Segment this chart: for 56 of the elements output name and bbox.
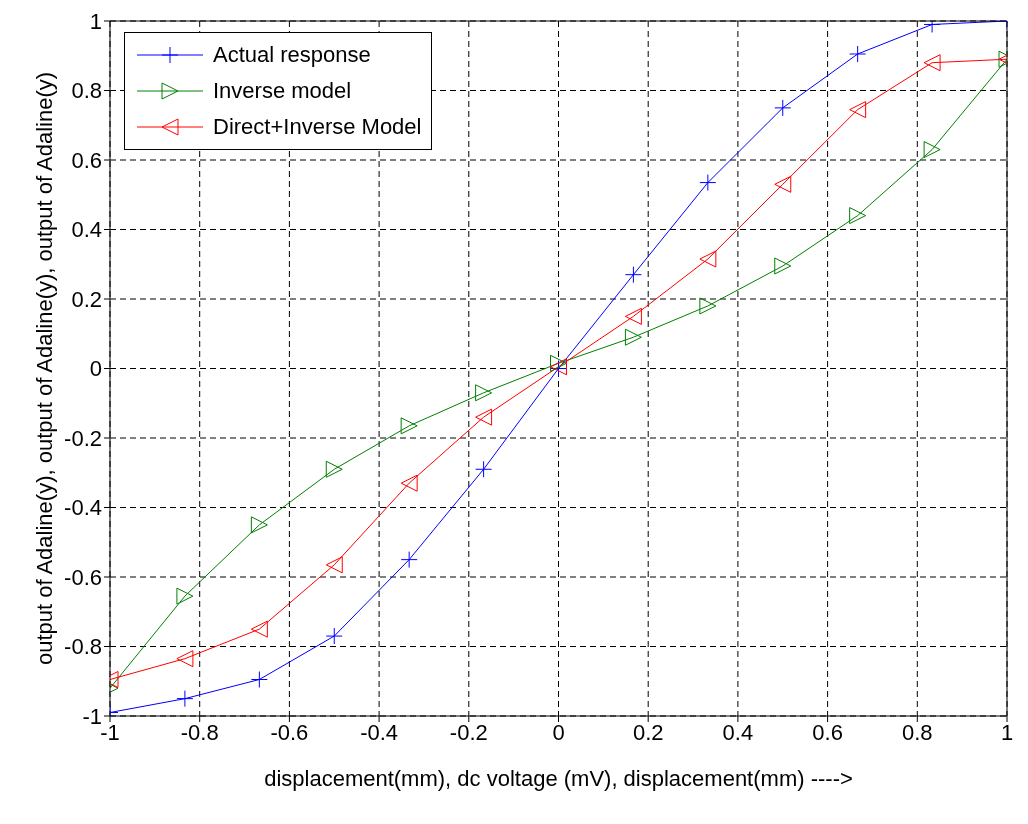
point	[176, 690, 194, 708]
point	[400, 474, 418, 492]
legend-label: Direct+Inverse Model	[213, 114, 422, 140]
point	[774, 175, 792, 193]
point	[250, 620, 268, 638]
y-tick-label: -0.2	[64, 425, 102, 451]
x-tick-label: -0.2	[449, 719, 488, 745]
y-tick-label: 0.6	[71, 147, 102, 173]
point	[325, 556, 343, 574]
point	[624, 328, 642, 346]
point	[325, 627, 343, 645]
point	[849, 207, 867, 225]
point	[699, 250, 717, 268]
x-axis-title: displacement(mm), dc voltage (mV), displacement(mm) ---->	[264, 766, 853, 791]
point	[475, 460, 493, 478]
point	[699, 297, 717, 315]
point	[624, 266, 642, 284]
point	[849, 101, 867, 119]
y-tick-label: 1	[89, 8, 102, 34]
legend-label: Inverse model	[213, 78, 352, 104]
y-tick-label: 0	[89, 356, 102, 382]
x-tick-label: 0.8	[902, 719, 933, 745]
point	[400, 417, 418, 435]
y-tick-label: 0.4	[71, 217, 102, 243]
x-tick-label: -0.8	[180, 719, 219, 745]
point	[550, 354, 567, 372]
point	[475, 384, 493, 402]
point	[250, 516, 268, 534]
y-tick-label: 0.2	[71, 286, 102, 312]
point	[923, 54, 941, 72]
point	[923, 141, 941, 159]
point	[774, 257, 792, 275]
x-tick-label: -0.4	[360, 719, 399, 745]
y-tick-label: -0.4	[64, 495, 102, 521]
point	[849, 45, 867, 63]
x-tick-label: 0.6	[812, 719, 843, 745]
point	[250, 671, 268, 689]
point	[774, 99, 792, 117]
x-tick-label: 0.4	[722, 719, 754, 745]
y-axis-title: output of Adaline(y), output of Adaline(y), output of Adaline(y)	[31, 71, 57, 666]
y-tick-label: -1	[82, 703, 102, 729]
y-tick-label: 0.8	[71, 78, 102, 104]
x-tick-label: 1	[1000, 719, 1014, 745]
point	[475, 408, 493, 426]
point	[699, 174, 717, 192]
legend-label: Actual response	[213, 42, 371, 68]
point	[176, 587, 194, 605]
point	[176, 650, 194, 668]
point	[624, 307, 642, 325]
point	[400, 551, 418, 569]
x-tick-label: 0.2	[632, 719, 664, 745]
point	[325, 460, 343, 478]
y-tick-label: -0.6	[64, 564, 102, 590]
x-tick-label: -0.6	[270, 719, 309, 745]
y-tick-label: -0.8	[64, 634, 102, 660]
x-tick-label: 0	[552, 719, 565, 745]
